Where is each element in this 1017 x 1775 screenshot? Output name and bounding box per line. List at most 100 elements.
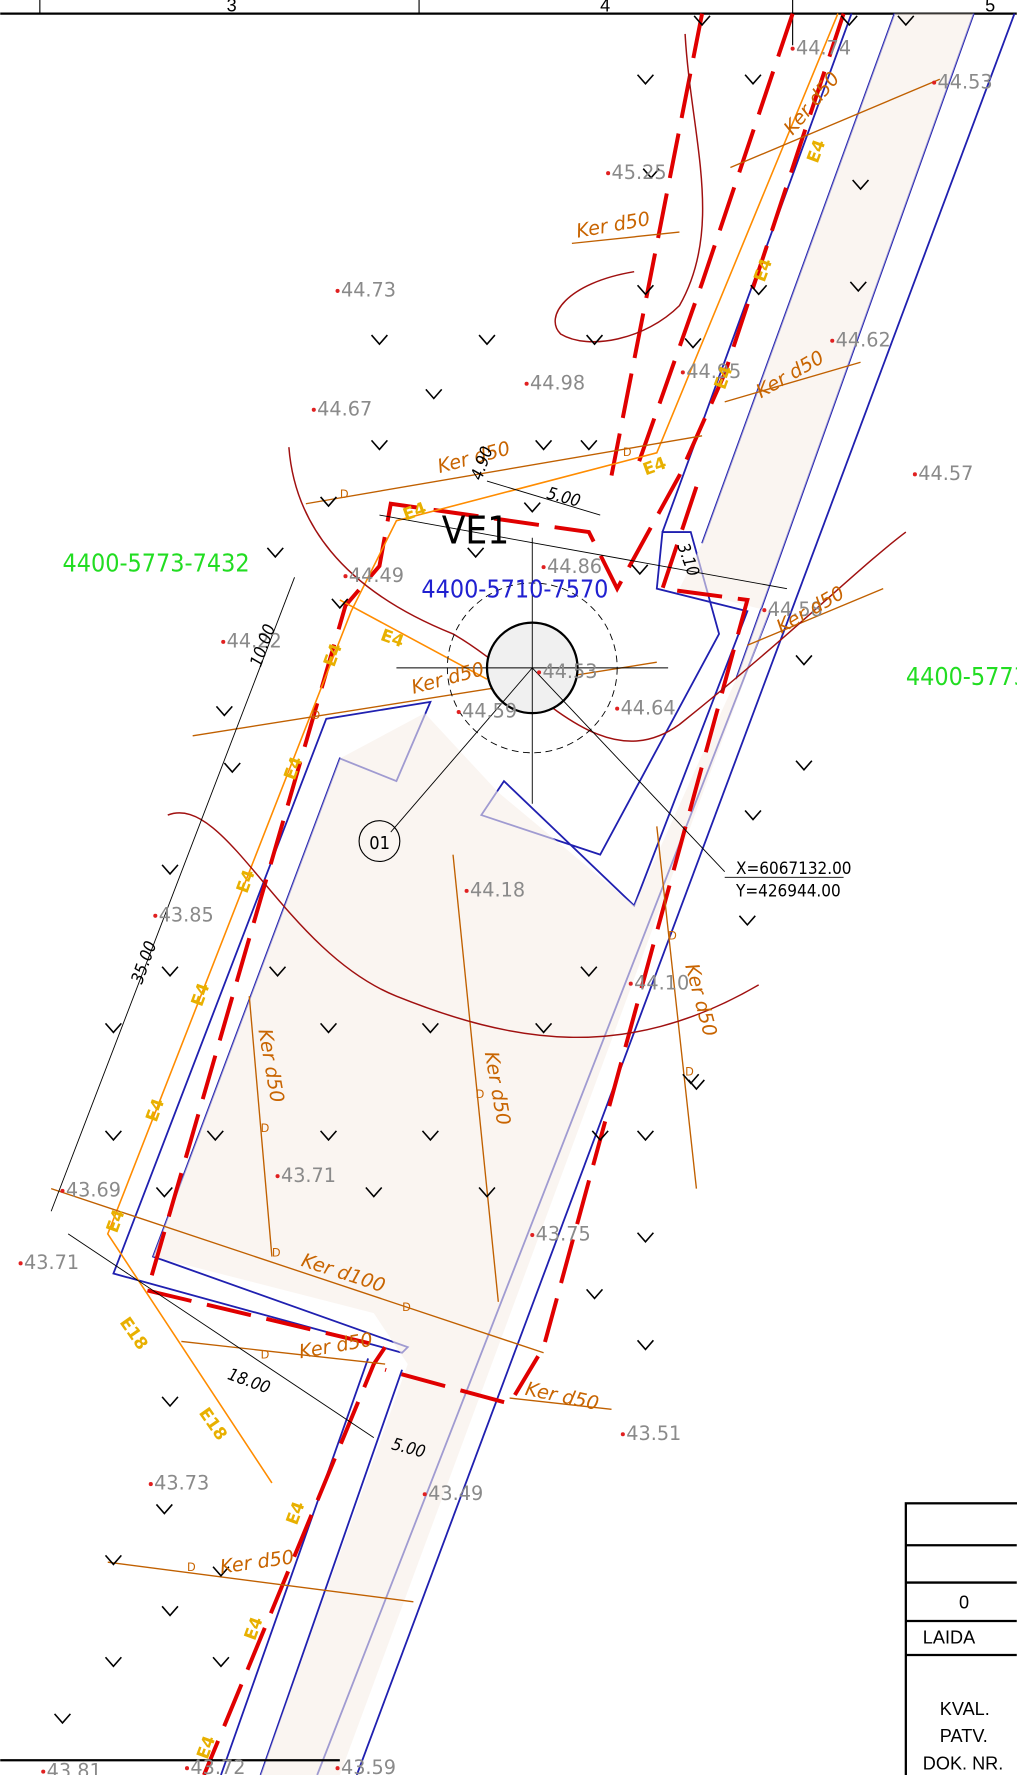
grass-mark: [106, 1023, 122, 1032]
grass-mark: [372, 440, 388, 449]
elevation-label: 45.25: [612, 161, 667, 184]
grass-mark: [106, 1131, 122, 1140]
elevation-label: 44.53: [938, 70, 993, 93]
title-block: [0, 1503, 1017, 1775]
elevation-point: [537, 670, 541, 674]
pipe-label: Ker d50: [523, 1377, 601, 1415]
drain-mark: D: [476, 1087, 485, 1101]
grass-mark: [106, 1657, 122, 1666]
elevation-point: [629, 982, 633, 986]
elevation-label: 44.98: [530, 371, 585, 394]
cable-label: E4: [320, 641, 347, 670]
elevation-point: [41, 1770, 45, 1774]
frame: [0, 0, 1017, 45]
node-label: 01: [369, 833, 390, 854]
grass-mark: [638, 1131, 654, 1140]
elevation-label: 43.71: [24, 1251, 79, 1274]
grass-mark: [739, 916, 755, 925]
grass-mark: [638, 1340, 654, 1349]
grass-mark: [745, 811, 761, 820]
coordinate: Y=426944.00: [735, 882, 841, 902]
cable-label: E4: [640, 453, 669, 480]
drain-mark: D: [668, 929, 677, 943]
pipe-label: Ker d50: [218, 1545, 295, 1578]
elevation-point: [615, 707, 619, 711]
sheet-label: LAIDA: [923, 1628, 976, 1648]
elevation-label: 44.57: [918, 462, 973, 485]
drain-mark: D: [402, 1300, 411, 1314]
elevation-point: [830, 339, 834, 343]
elevation-point: [791, 47, 795, 51]
stipple-area: [153, 14, 974, 1775]
elevation-point: [621, 1432, 625, 1436]
grass-mark: [224, 763, 240, 772]
elevation-point: [336, 289, 340, 293]
elevation-label: 43.75: [536, 1223, 591, 1246]
grass-mark: [55, 1714, 71, 1723]
pipe-label: Ker d50: [574, 207, 651, 243]
drain-mark: D: [623, 445, 632, 459]
header-cell: 5: [985, 0, 995, 15]
grass-mark: [156, 1504, 172, 1513]
signature-label: PATV.: [940, 1726, 988, 1746]
elevation-point: [932, 81, 936, 85]
cable-label: E18: [194, 1404, 231, 1444]
elevation-point: [606, 171, 610, 175]
elevation-label: 43.49: [428, 1482, 483, 1505]
grass-mark: [796, 761, 812, 770]
elevation-point: [343, 574, 347, 578]
elevation-point: [423, 1492, 427, 1496]
grass-mark: [587, 1289, 603, 1298]
elevation-point: [530, 1233, 534, 1237]
drain-mark: D: [340, 487, 349, 501]
pipe-label: Ker d50: [680, 961, 721, 1039]
dimension: 35.00: [128, 939, 162, 987]
grass-mark: [796, 655, 812, 664]
grass-mark: [536, 440, 552, 449]
drawing: 34544.7444.5345.2544.7344.6244.9844.9544…: [0, 0, 1017, 1775]
cable-label: E4: [803, 137, 830, 166]
elevation-label: 44.74: [796, 36, 851, 59]
elevation-label: 43.85: [159, 903, 214, 926]
pipe-label: Ker d50: [409, 657, 487, 698]
cable-label: E18: [115, 1314, 152, 1354]
grass-mark: [213, 1657, 229, 1666]
revision: 0: [959, 1593, 969, 1613]
elevation-label: 44.67: [317, 397, 372, 420]
elevation-label: 43.71: [281, 1164, 336, 1187]
elevation-label: 44.53: [542, 660, 597, 683]
dimension: 18.00: [225, 1365, 273, 1399]
grass-mark: [638, 1233, 654, 1242]
id-label: 4400-5773-7432: [62, 549, 249, 578]
grass-mark: [688, 1080, 704, 1089]
cable-label: E4: [142, 1096, 169, 1125]
drain-mark: D: [685, 1064, 694, 1078]
well-label: VE1: [442, 508, 510, 553]
drain-mark: D: [187, 1560, 196, 1574]
grass-mark: [745, 75, 761, 84]
id-label: 4400-5773: [906, 662, 1017, 691]
dimension: 3.10: [672, 541, 702, 580]
drain-mark: D: [261, 1347, 270, 1361]
elevation-label: 43.73: [154, 1472, 209, 1495]
grass-mark: [638, 75, 654, 84]
cable-label: E4: [400, 499, 429, 526]
grass-mark: [162, 865, 178, 874]
drain-mark: D: [312, 708, 321, 722]
elevation-point: [153, 914, 157, 918]
dimension: 5.00: [545, 484, 583, 512]
signature-label: KVAL.: [940, 1699, 990, 1719]
header-cell: 4: [600, 0, 610, 15]
elevation-label: 43.59: [341, 1756, 396, 1775]
elevation-point: [465, 889, 469, 893]
elevation-point: [276, 1174, 280, 1178]
elevation-label: 44.10: [634, 971, 689, 994]
elevation-point: [457, 710, 461, 714]
elevation-point: [762, 608, 766, 612]
header-cell: 3: [227, 0, 237, 15]
grass-mark: [216, 706, 232, 715]
grass-mark: [587, 335, 603, 344]
grass-mark: [162, 1397, 178, 1406]
elevation-point: [185, 1766, 189, 1770]
elevation-point: [60, 1189, 64, 1193]
